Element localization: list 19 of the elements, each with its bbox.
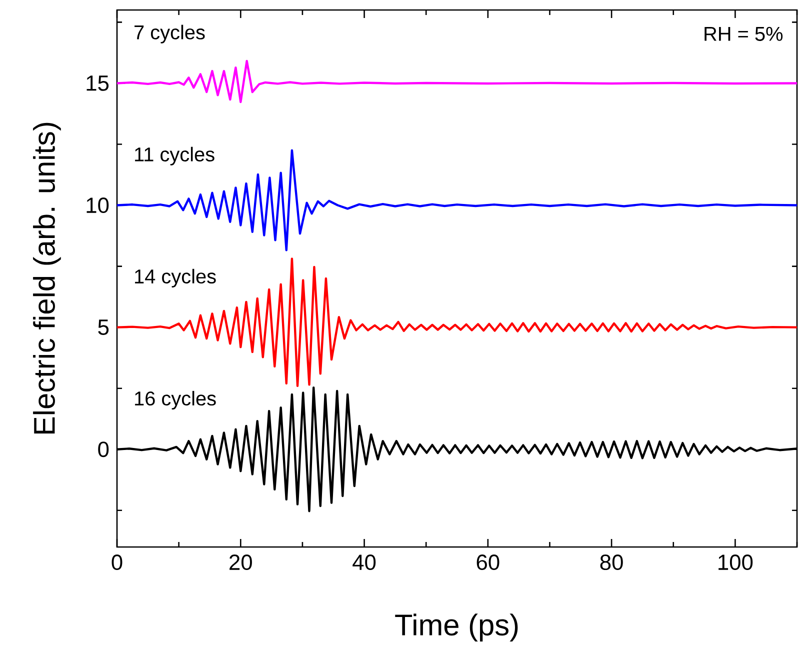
- x-tick-label: 80: [600, 554, 623, 570]
- annotation: RH = 5%: [704, 26, 783, 41]
- annotation: 14 cycles: [135, 268, 216, 288]
- x-tick-label: 0: [112, 554, 122, 570]
- y-axis-title: Electric field (arb. units): [33, 122, 61, 434]
- x-tick-label: 40: [352, 554, 376, 570]
- y-tick-label: 0: [98, 442, 109, 458]
- annotation: 16 cycles: [135, 390, 216, 410]
- x-tick-label: 20: [230, 554, 252, 570]
- line-series: [117, 60, 798, 104]
- annotation: 7 cycles: [134, 24, 205, 44]
- y-tick-label: 10: [86, 198, 109, 214]
- x-axis-title: Time (ps): [395, 614, 518, 642]
- y-tick-label: 15: [86, 76, 109, 91]
- line-series: [117, 258, 798, 387]
- x-tick-label: 100: [718, 554, 753, 570]
- annotation: 11 cycles: [135, 146, 214, 166]
- y-tick-label: 5: [98, 320, 109, 335]
- x-tick-label: 60: [476, 554, 500, 570]
